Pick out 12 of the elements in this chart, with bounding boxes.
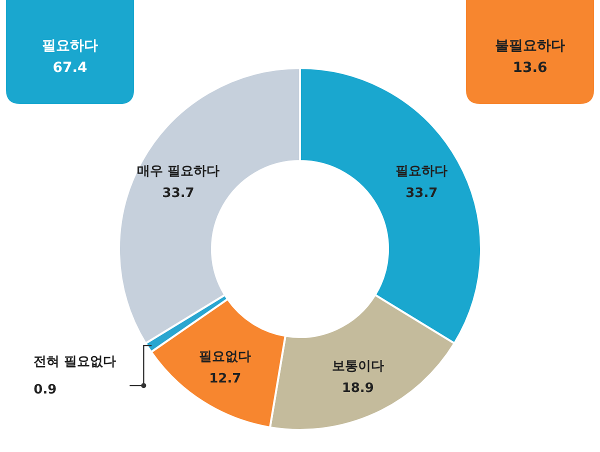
slice-label: 필요하다 <box>396 164 448 179</box>
data-label: 0.9 <box>34 382 57 398</box>
slice-label: 보통이다 <box>332 358 384 374</box>
slice-label: 전혀 필요없다 <box>34 354 116 370</box>
slice-label: 매우 필요하다 <box>137 164 220 179</box>
data-label: 18.9 <box>342 380 374 396</box>
text: 불필요하다 13.6 <box>495 38 565 76</box>
data-label: 12.7 <box>209 372 242 387</box>
data-label: 33.7 <box>406 186 438 201</box>
slice-label: 필요없다 <box>199 350 252 365</box>
text: 필요하다 67.4 <box>42 38 98 76</box>
data-label: 33.7 <box>162 186 194 201</box>
